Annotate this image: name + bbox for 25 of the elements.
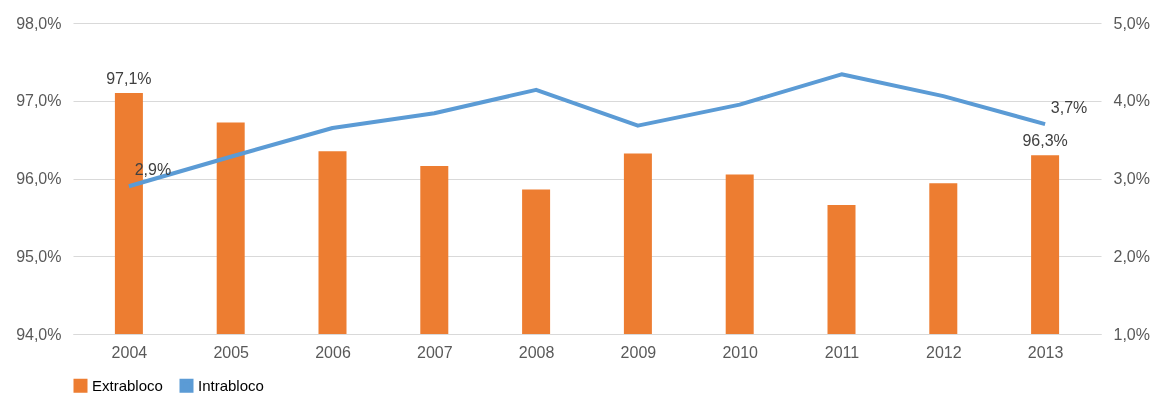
y-tick-label: 94,0% <box>16 325 62 343</box>
x-tick-label: 2008 <box>518 343 555 361</box>
y2-tick-label: 2,0% <box>1113 247 1150 265</box>
y2-tick-label: 4,0% <box>1113 92 1150 110</box>
y-tick-label: 97,0% <box>16 92 62 110</box>
y2-tick-label: 1,0% <box>1113 325 1150 343</box>
data-label: 96,3% <box>1022 132 1068 150</box>
x-tick-label: 2013 <box>1027 343 1064 361</box>
x-tick-label: 2011 <box>824 343 860 361</box>
x-tick-label: 2012 <box>926 343 962 361</box>
x-tick-label: 2006 <box>315 343 351 361</box>
legend-label: Intrabloco <box>198 376 264 394</box>
x-tick-label: 2010 <box>722 343 759 361</box>
y-tick-label: 96,0% <box>16 170 62 187</box>
data-label: 3,7% <box>1050 99 1088 117</box>
x-tick-label: 2005 <box>213 343 250 361</box>
y-tick-label: 95,0% <box>16 247 62 265</box>
y-tick-label: 98,0% <box>16 14 62 32</box>
data-label: 97,1% <box>106 69 152 87</box>
x-tick-label: 2009 <box>620 343 657 361</box>
legend-label: Extrabloco <box>92 376 163 394</box>
y2-tick-label: 5,0% <box>1113 14 1150 32</box>
x-tick-label: 2007 <box>417 343 453 361</box>
x-tick-label: 2004 <box>111 343 148 361</box>
y2-tick-label: 3,0% <box>1113 170 1150 187</box>
